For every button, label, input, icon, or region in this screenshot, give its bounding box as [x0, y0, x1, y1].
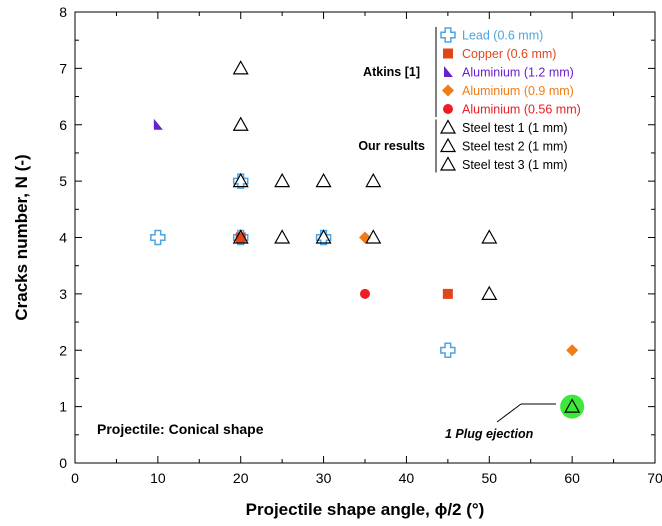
x-tick-label: 40	[399, 470, 415, 486]
plug-ejection-leader-a	[496, 403, 522, 423]
plug-ejection-highlight	[560, 394, 585, 419]
legend-marker-steel-test-1-1-mm	[439, 119, 457, 134]
legend-label-steel-test-3-1-mm: Steel test 3 (1 mm)	[462, 158, 568, 172]
point-aluminium-0-56-mm	[360, 288, 370, 299]
plug-ejection-annotation: 1 Plug ejection	[445, 427, 534, 441]
x-tick-label: 10	[150, 470, 166, 486]
y-tick-label: 8	[59, 4, 67, 20]
point-steel-test-1-1-mm	[232, 60, 249, 75]
projectile-note: Projectile: Conical shape	[97, 421, 264, 437]
point-lead-0-6-mm	[440, 342, 456, 358]
legend-marker-aluminium-0-56-mm	[443, 104, 453, 114]
axis-ticks: 0 10 20 30 40 50 60 70 0 1 2 3 4 5 6 7 8	[59, 4, 662, 486]
y-tick-label: 3	[59, 286, 67, 302]
point-steel-test-1-1-mm	[315, 172, 332, 188]
y-tick-label: 2	[59, 342, 67, 358]
point-steel-test-1-1-mm	[365, 172, 382, 188]
x-tick-label: 50	[481, 470, 497, 486]
y-tick-label: 7	[59, 60, 67, 76]
legend-marker-lead-0-6-mm	[440, 27, 456, 43]
x-tick-label: 70	[647, 470, 662, 486]
x-tick-label: 30	[316, 470, 332, 486]
legend-label-steel-test-2-1-mm: Steel test 2 (1 mm)	[462, 140, 568, 154]
point-copper-0-6-mm	[235, 232, 246, 243]
point-copper-0-6-mm	[442, 288, 453, 299]
y-axis-title: Cracks number, N (-)	[12, 154, 31, 320]
y-tick-label: 4	[59, 230, 67, 246]
legend-label-aluminium-0-9-mm: Aluminium (0.9 mm)	[462, 84, 574, 98]
y-tick-label: 1	[59, 399, 67, 415]
point-steel-test-1-1-mm	[365, 229, 382, 244]
y-tick-label: 5	[59, 173, 67, 189]
point-steel-test-1-1-mm	[274, 229, 291, 244]
point-steel-test-1-1-mm	[274, 172, 291, 188]
point-steel-test-1-1-mm	[232, 172, 249, 188]
legend-marker-steel-test-3-1-mm	[439, 156, 457, 171]
legend-label-copper-0-6-mm: Copper (0.6 mm)	[462, 47, 556, 61]
legend-marker-aluminium-1-2-mm	[444, 66, 453, 77]
data-marks	[150, 60, 585, 419]
point-steel-test-1-1-mm	[315, 229, 332, 244]
y-tick-label: 6	[59, 117, 67, 133]
legend-label-lead-0-6-mm: Lead (0.6 mm)	[462, 29, 543, 43]
legend-label-steel-test-1-1-mm: Steel test 1 (1 mm)	[462, 121, 568, 135]
legend-marker-copper-0-6-mm	[443, 48, 453, 59]
x-axis-title: Projectile shape angle, ϕ/2 (°)	[246, 500, 485, 519]
x-tick-label: 0	[71, 470, 79, 486]
legend-group-atkins: Atkins [1]	[363, 65, 420, 79]
point-aluminium-1-2-mm	[153, 118, 163, 130]
point-steel-test-1-1-mm	[232, 116, 249, 131]
point-aluminium-0-9-mm	[566, 344, 579, 357]
point-steel-test-1-1-mm	[481, 285, 498, 300]
legend: Lead (0.6 mm) Copper (0.6 mm) Aluminium (1…	[358, 27, 581, 173]
legend-group-our-results: Our results	[358, 139, 425, 153]
legend-label-aluminium-0-56-mm: Aluminium (0.56 mm)	[462, 103, 581, 117]
point-steel-test-1-1-mm	[481, 229, 498, 244]
legend-label-aluminium-1-2-mm: Aluminium (1.2 mm)	[462, 66, 574, 80]
x-tick-label: 60	[564, 470, 580, 486]
x-tick-label: 20	[233, 470, 249, 486]
point-steel-test-1-1-mm	[564, 398, 581, 413]
point-steel-test-1-1-mm	[232, 229, 249, 244]
y-tick-label: 0	[59, 455, 67, 471]
point-lead-0-6-mm	[150, 229, 166, 246]
legend-marker-steel-test-2-1-mm	[439, 137, 457, 153]
legend-marker-aluminium-0-9-mm	[442, 84, 454, 97]
